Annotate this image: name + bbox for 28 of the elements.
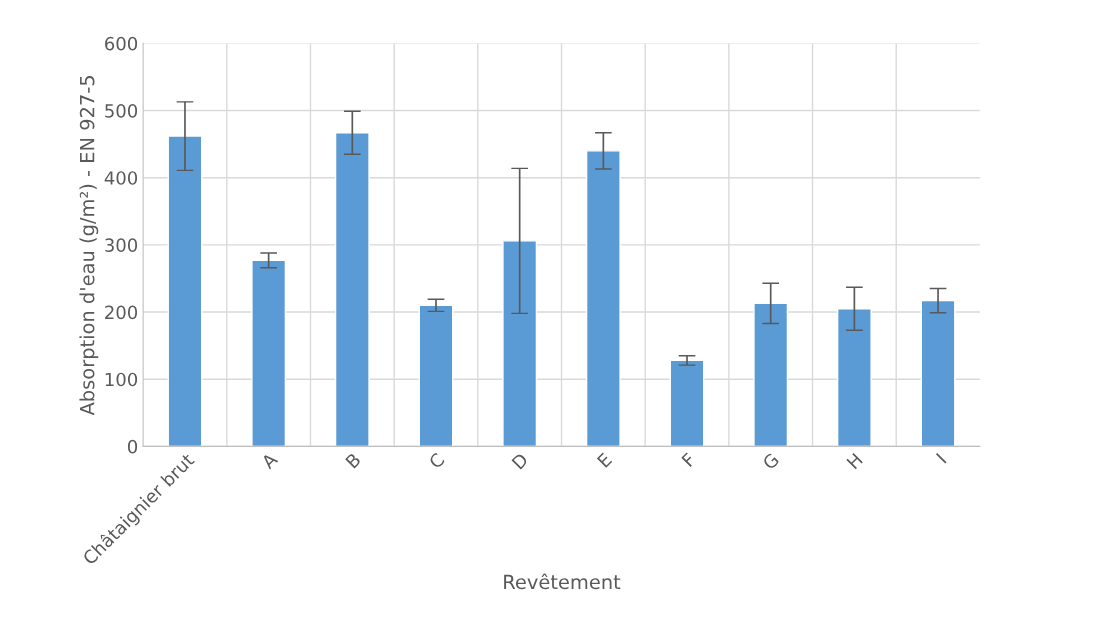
bar bbox=[920, 299, 956, 447]
x-tick-label: H bbox=[846, 452, 863, 470]
bar bbox=[502, 240, 538, 447]
x-tick-label: D bbox=[511, 452, 529, 470]
y-tick-label: 300 bbox=[105, 238, 138, 253]
y-tick-label: 200 bbox=[105, 305, 138, 320]
bar bbox=[669, 359, 705, 447]
y-tick-label: 400 bbox=[104, 171, 138, 185]
x-tick-label: E bbox=[596, 452, 613, 468]
x-tick-label: I bbox=[935, 452, 947, 464]
y-tick-label: 0 bbox=[127, 439, 138, 454]
x-tick-label: C bbox=[428, 452, 446, 470]
bar bbox=[334, 132, 370, 447]
y-tick-label: 100 bbox=[105, 372, 138, 387]
x-tick-label: A bbox=[260, 451, 279, 470]
bar bbox=[585, 150, 621, 447]
bar bbox=[753, 302, 789, 447]
x-tick-label: F bbox=[681, 452, 696, 468]
y-axis-title: Absorption d'eau (g/m²) - EN 927-5 bbox=[79, 76, 99, 416]
x-tick-label: G bbox=[761, 452, 780, 471]
x-axis-title: Revêtement bbox=[504, 573, 621, 590]
x-tick-label: B bbox=[345, 452, 362, 469]
bar bbox=[418, 304, 454, 447]
bar bbox=[836, 308, 872, 447]
bar bbox=[251, 259, 287, 447]
y-tick-label: 600 bbox=[105, 36, 138, 51]
bar bbox=[167, 135, 203, 447]
y-tick-label: 500 bbox=[105, 104, 138, 118]
